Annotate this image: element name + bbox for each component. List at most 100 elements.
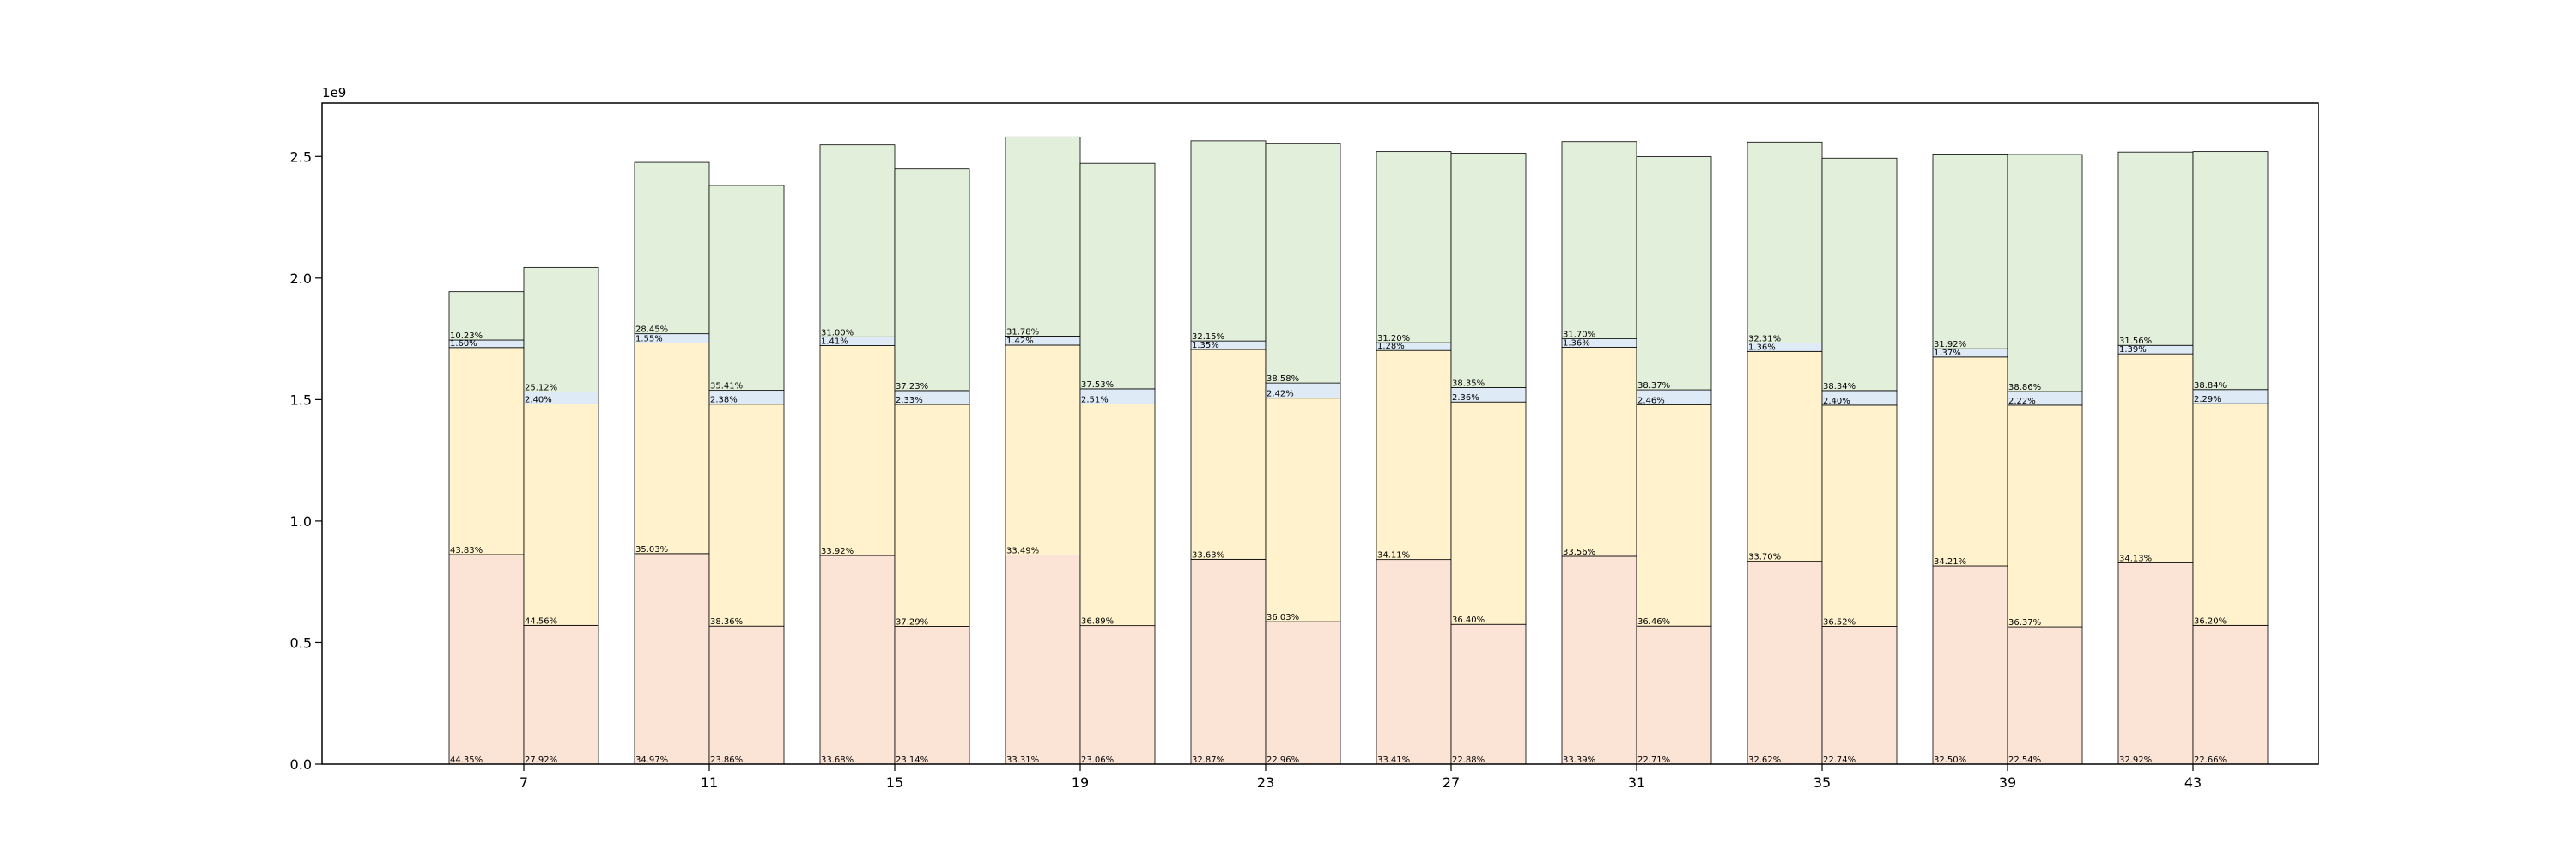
segment-percent-label: 1.28% [1377, 342, 1405, 351]
segment-percent-label: 38.35% [1452, 379, 1485, 388]
segment-percent-label: 22.71% [1637, 756, 1670, 765]
x-tick-label: 15 [886, 774, 903, 791]
segment-percent-label: 22.74% [1823, 756, 1856, 765]
x-tick-label: 39 [1999, 774, 2016, 791]
segment-percent-label: 36.52% [1823, 617, 1856, 627]
segment-percent-label: 32.15% [1192, 332, 1224, 342]
segment-percent-label: 33.56% [1563, 548, 1595, 557]
bar-segment [1190, 349, 1267, 560]
bar-segment [1376, 559, 1452, 765]
segment-percent-label: 37.23% [896, 382, 928, 392]
bar-segment [2007, 154, 2083, 392]
bar-segment [708, 404, 785, 627]
x-tick-label: 19 [1072, 774, 1089, 791]
bar-segment [1079, 404, 1156, 627]
bar-segment [1747, 561, 1823, 765]
bar-segment [1265, 143, 1341, 384]
bar-segment [894, 168, 970, 392]
segment-percent-label: 36.40% [1452, 616, 1485, 625]
bar-segment [1376, 151, 1452, 343]
segment-percent-label: 1.36% [1563, 339, 1590, 349]
segment-percent-label: 1.41% [821, 337, 848, 347]
segment-percent-label: 34.21% [1934, 557, 1966, 567]
bar-segment [1005, 555, 1081, 765]
segment-percent-label: 36.37% [2008, 618, 2041, 628]
segment-percent-label: 1.55% [635, 334, 663, 343]
bar-segment [1450, 623, 1527, 765]
y-tick-label: 2.0 [290, 270, 312, 287]
bar-segment [1747, 350, 1823, 562]
segment-percent-label: 31.78% [1006, 327, 1039, 337]
segment-percent-label: 1.42% [1006, 337, 1034, 346]
x-tick-label: 23 [1257, 774, 1274, 791]
segment-percent-label: 44.35% [450, 756, 483, 765]
segment-percent-label: 1.60% [450, 339, 477, 349]
segment-percent-label: 43.83% [450, 546, 483, 555]
segment-percent-label: 32.50% [1934, 756, 1966, 765]
segment-percent-label: 1.39% [2119, 345, 2147, 355]
segment-percent-label: 31.00% [821, 328, 854, 337]
bar-segment [1079, 162, 1156, 390]
x-tick-label: 31 [1628, 774, 1645, 791]
bar-segment [2007, 626, 2083, 765]
x-tick-label: 27 [1443, 774, 1460, 791]
segment-percent-label: 33.41% [1377, 756, 1410, 765]
bar-segment [634, 343, 710, 555]
bar-segment [1005, 344, 1081, 555]
segment-percent-label: 36.89% [1081, 617, 1114, 627]
segment-percent-label: 33.63% [1192, 550, 1224, 560]
segment-percent-label: 33.49% [1006, 547, 1039, 556]
segment-percent-label: 31.56% [2119, 337, 2152, 346]
y-tick-label: 0.0 [290, 756, 312, 773]
segment-percent-label: 1.35% [1192, 341, 1219, 350]
segment-percent-label: 34.97% [635, 756, 668, 765]
segment-percent-label: 23.06% [1081, 756, 1114, 765]
bar-segment [1747, 141, 1823, 343]
bar-segment [523, 404, 599, 626]
bar-segment [2192, 403, 2269, 626]
bar-segment [1636, 404, 1712, 627]
bar-segment [1265, 621, 1341, 765]
bar-segment [1932, 565, 2008, 765]
segment-percent-label: 2.40% [525, 395, 552, 404]
bar-segment [523, 266, 599, 392]
bar-segment [1932, 356, 2008, 567]
segment-percent-label: 38.37% [1637, 381, 1670, 391]
segment-percent-label: 2.29% [2194, 395, 2221, 404]
bar-segment [1450, 153, 1527, 388]
segment-percent-label: 1.36% [1748, 343, 1776, 352]
segment-percent-label: 22.54% [2008, 756, 2041, 765]
segment-percent-label: 33.70% [1748, 553, 1781, 562]
segment-labels-layer: 44.35% 43.83% 1.60%10.23% 27.92% 44.56% 2.40%… [450, 325, 2227, 765]
y-tick-label: 0.5 [290, 634, 312, 651]
segment-percent-label: 36.20% [2194, 616, 2227, 626]
bar-segment [448, 347, 525, 555]
bar-segment [2192, 624, 2269, 765]
bar-segment [1561, 555, 1637, 765]
segment-percent-label: 2.33% [896, 396, 923, 405]
segment-percent-label: 2.51% [1081, 395, 1109, 404]
bar-segment [634, 553, 710, 765]
x-tick-label: 43 [2184, 774, 2202, 791]
bar-segment [1636, 625, 1712, 765]
plot-frame [321, 102, 2319, 765]
segment-percent-label: 31.70% [1563, 331, 1595, 340]
bar-segment [1079, 625, 1156, 765]
bar-segment [1190, 558, 1267, 765]
segment-percent-label: 32.62% [1748, 756, 1781, 765]
bar-segment [634, 161, 710, 335]
bars-layer [448, 136, 2269, 765]
segment-percent-label: 38.34% [1823, 382, 1856, 392]
bar-segment [819, 144, 896, 337]
segment-percent-label: 32.92% [2119, 756, 2152, 765]
segment-percent-label: 23.14% [896, 756, 928, 765]
segment-percent-label: 33.68% [821, 756, 854, 765]
bar-segment [2117, 562, 2194, 765]
segment-percent-label: 10.23% [450, 331, 483, 341]
segment-percent-label: 34.13% [2119, 554, 2152, 563]
y-tick-label: 2.5 [290, 149, 312, 165]
bar-segment [1636, 156, 1712, 391]
segment-percent-label: 31.92% [1934, 340, 1966, 349]
segment-percent-label: 32.31% [1748, 334, 1781, 343]
